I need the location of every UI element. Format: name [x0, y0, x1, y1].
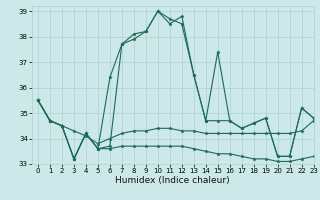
X-axis label: Humidex (Indice chaleur): Humidex (Indice chaleur) — [116, 176, 230, 185]
